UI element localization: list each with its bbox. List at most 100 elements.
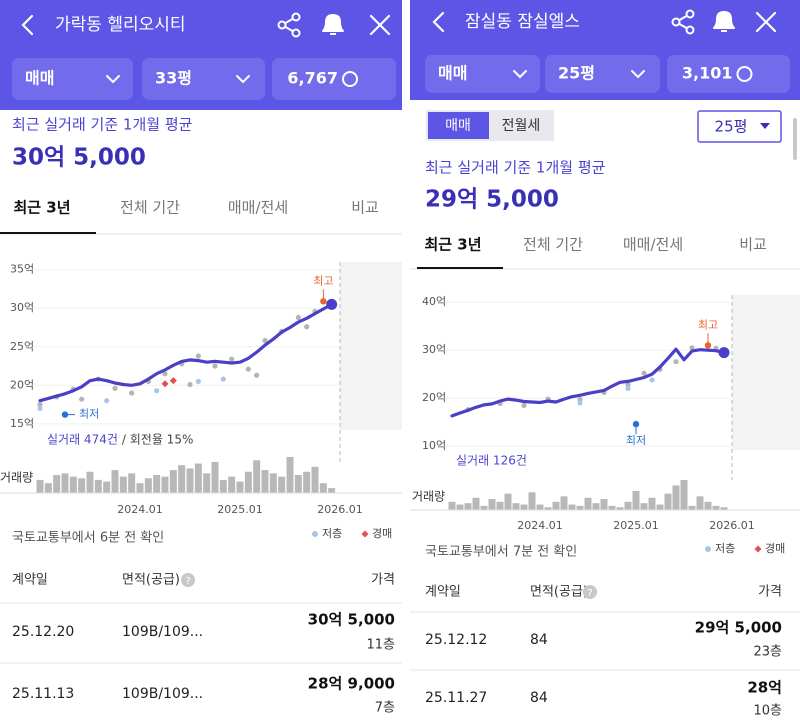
transactions-point [689, 345, 695, 351]
volume-bar [568, 504, 576, 510]
volume-bar [211, 461, 219, 493]
latest-point [326, 298, 338, 310]
cell-area: 109B/109... [122, 686, 203, 702]
volume-bar [480, 505, 488, 510]
tab[interactable]: 최근 3년 [13, 199, 70, 217]
high-label: 최고 [313, 274, 333, 287]
y-tick-label: 35억 [10, 263, 34, 276]
cell-floor: 11층 [366, 638, 395, 653]
transactions-point [129, 390, 135, 396]
volume-bar [161, 476, 169, 493]
back-button[interactable] [432, 11, 445, 33]
x-tick-label: 2025.01 [613, 519, 659, 532]
volume-bar [592, 503, 600, 510]
help-icon[interactable] [583, 585, 597, 599]
share-node [685, 25, 695, 35]
table-header: 면적(공급) [530, 585, 588, 600]
volume-bar [169, 470, 177, 493]
cell-floor: 10층 [753, 704, 782, 719]
y-tick-label: 15억 [10, 417, 34, 430]
stats-turnover: / 회전율 15% [122, 433, 193, 447]
tab[interactable]: 비교 [351, 199, 379, 217]
toggle-sale[interactable]: 매매 [445, 118, 471, 134]
auction-point [161, 380, 169, 388]
transactions-point [187, 381, 193, 388]
tab[interactable]: 최근 3년 [424, 236, 481, 254]
high-point [704, 342, 712, 349]
filter-box[interactable] [667, 55, 790, 93]
summary-price: 29억 5,000 [425, 187, 559, 213]
volume-bar [560, 496, 568, 510]
help-icon[interactable] [181, 573, 195, 587]
close-button[interactable] [369, 14, 391, 36]
y-tick-label: 30억 [422, 343, 446, 356]
low_floor-point [104, 398, 110, 404]
volume-bar [244, 471, 252, 493]
volume-bar [153, 475, 161, 493]
share-node [277, 20, 287, 30]
stats-count: 실거래 126건 [456, 454, 527, 468]
volume-bar [94, 479, 102, 493]
y-tick-label: 20억 [422, 391, 446, 404]
source-note: 국토교통부에서 6분 전 확인 [12, 531, 164, 546]
talk-icon [736, 66, 753, 82]
cell-area: 84 [530, 632, 548, 648]
trend-line [38, 302, 334, 403]
cell-date: 25.12.20 [12, 624, 74, 640]
volume-bar [632, 490, 640, 510]
close-button[interactable] [755, 11, 777, 33]
volume-bar [303, 471, 311, 493]
tab[interactable]: 비교 [739, 236, 767, 254]
table-header: 계약일 [12, 573, 48, 588]
y-tick-label: 40억 [422, 295, 446, 308]
bell-button[interactable] [322, 14, 344, 35]
cell-date: 25.11.13 [12, 686, 74, 702]
x-tick-label: 2025.01 [217, 503, 263, 516]
cell-area: 109B/109... [122, 624, 203, 640]
cell-price: 30억 5,000 [308, 611, 395, 629]
low-point [61, 411, 69, 418]
tab[interactable]: 전체 기간 [523, 236, 583, 254]
volume-bar [319, 483, 327, 493]
chevron-icon [236, 75, 250, 84]
auction-point [169, 377, 177, 385]
filter-box[interactable] [545, 55, 660, 93]
table-header: 계약일 [425, 585, 461, 600]
volume-bar [528, 492, 536, 510]
filter-box[interactable] [425, 55, 540, 93]
low_floor-point [577, 400, 583, 406]
low_floor-point [220, 376, 226, 382]
volume-bar [504, 493, 512, 510]
volume-bar [536, 504, 544, 510]
legend-auction: 경매 [765, 542, 785, 555]
volume-bar [520, 504, 528, 510]
transactions-point [254, 372, 260, 378]
size-select[interactable] [697, 110, 782, 143]
transactions-point [195, 353, 201, 359]
volume-bar [236, 481, 244, 493]
tab[interactable]: 매매/전세 [228, 199, 288, 217]
filter-box[interactable] [142, 58, 265, 100]
bell-button[interactable] [713, 11, 735, 32]
back-button[interactable] [21, 14, 34, 36]
volume-bar [608, 505, 616, 510]
cell-area: 84 [530, 690, 548, 706]
volume-bar [464, 503, 472, 510]
filter-box[interactable] [272, 58, 396, 100]
volume-bar [311, 466, 319, 493]
tab[interactable]: 전체 기간 [120, 199, 180, 217]
y-tick-label: 20억 [10, 378, 34, 391]
transactions-point [162, 371, 168, 377]
summary-price: 30억 5,000 [12, 145, 146, 171]
toggle-rent[interactable]: 전월세 [502, 118, 541, 134]
latest-point [718, 347, 730, 359]
header-title: 가락동 헬리오시티 [55, 15, 186, 35]
volume-bar [512, 503, 520, 510]
cell-floor: 23층 [753, 645, 782, 660]
filter-box[interactable] [12, 58, 133, 100]
transactions-point [112, 385, 118, 391]
cell-date: 25.12.12 [425, 632, 487, 648]
tab[interactable]: 매매/전세 [623, 236, 683, 254]
legend-auction: 경매 [372, 527, 392, 540]
filter-size: 33평 [155, 69, 192, 88]
